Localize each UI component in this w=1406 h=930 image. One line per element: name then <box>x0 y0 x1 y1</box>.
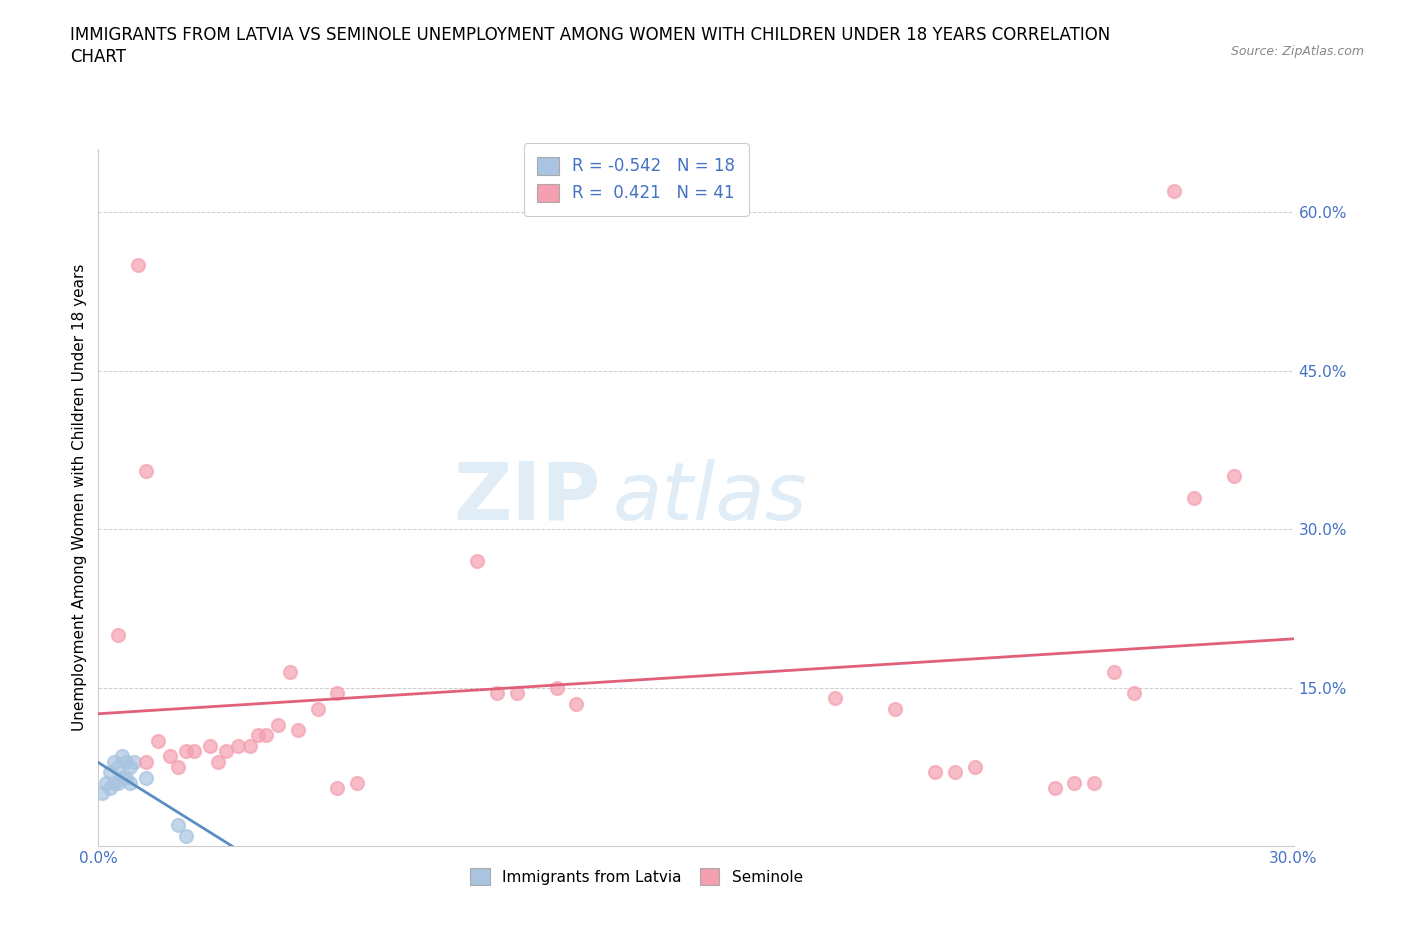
Point <box>174 829 197 844</box>
Point <box>124 754 146 769</box>
Point <box>91 786 114 801</box>
Point <box>103 754 125 769</box>
Point <box>963 760 986 775</box>
Point <box>111 770 134 785</box>
Point <box>924 764 946 779</box>
Point <box>159 749 181 764</box>
Point <box>120 776 142 790</box>
Point <box>174 744 197 759</box>
Point <box>127 258 149 272</box>
Point <box>1163 183 1185 198</box>
Point <box>167 760 190 775</box>
Point <box>239 738 262 753</box>
Point <box>183 744 205 759</box>
Point <box>884 701 907 716</box>
Point <box>115 770 138 785</box>
Point <box>246 728 269 743</box>
Point <box>103 776 125 790</box>
Point <box>1182 490 1205 505</box>
Point <box>307 701 329 716</box>
Point <box>546 681 568 696</box>
Point <box>111 749 134 764</box>
Point <box>135 754 157 769</box>
Point <box>120 760 142 775</box>
Point <box>207 754 229 769</box>
Y-axis label: Unemployment Among Women with Children Under 18 years: Unemployment Among Women with Children U… <box>72 264 87 731</box>
Point <box>96 776 118 790</box>
Point <box>267 717 290 732</box>
Legend: Immigrants from Latvia, Seminole: Immigrants from Latvia, Seminole <box>464 862 808 891</box>
Point <box>506 685 529 700</box>
Text: Source: ZipAtlas.com: Source: ZipAtlas.com <box>1230 45 1364 58</box>
Point <box>148 733 170 748</box>
Point <box>107 760 129 775</box>
Point <box>465 553 488 568</box>
Point <box>1063 776 1085 790</box>
Point <box>135 464 157 479</box>
Text: atlas: atlas <box>613 458 807 537</box>
Point <box>226 738 249 753</box>
Point <box>1083 776 1105 790</box>
Point <box>1222 469 1246 484</box>
Text: IMMIGRANTS FROM LATVIA VS SEMINOLE UNEMPLOYMENT AMONG WOMEN WITH CHILDREN UNDER : IMMIGRANTS FROM LATVIA VS SEMINOLE UNEMP… <box>70 26 1111 44</box>
Point <box>346 776 368 790</box>
Point <box>1102 665 1125 680</box>
Point <box>115 754 138 769</box>
Point <box>1043 781 1066 796</box>
Point <box>326 685 349 700</box>
Point <box>254 728 277 743</box>
Point <box>198 738 221 753</box>
Point <box>485 685 508 700</box>
Point <box>100 764 122 779</box>
Text: CHART: CHART <box>70 48 127 66</box>
Point <box>215 744 238 759</box>
Point <box>100 781 122 796</box>
Point <box>943 764 966 779</box>
Point <box>287 723 309 737</box>
Point <box>135 770 157 785</box>
Point <box>1123 685 1146 700</box>
Point <box>326 781 349 796</box>
Point <box>107 628 129 643</box>
Point <box>565 697 588 711</box>
Point <box>278 665 301 680</box>
Point <box>167 817 190 832</box>
Point <box>107 776 129 790</box>
Point <box>824 691 846 706</box>
Text: ZIP: ZIP <box>453 458 600 537</box>
